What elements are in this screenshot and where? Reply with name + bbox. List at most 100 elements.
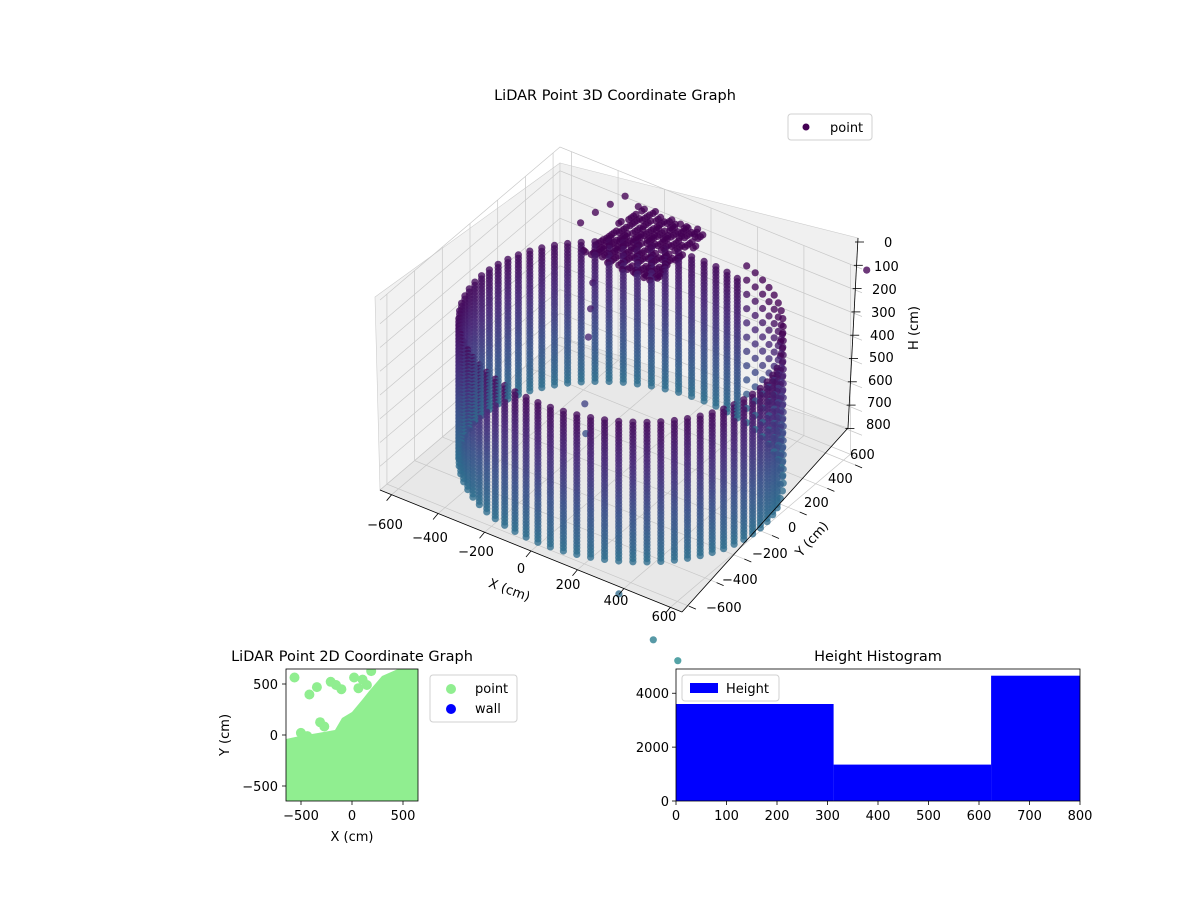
point-3d (696, 552, 704, 560)
y-tick-label: −600 (706, 601, 742, 616)
point-3d (863, 266, 871, 274)
chart-2d-legend: point wall (429, 674, 518, 723)
y-tick-label: −400 (722, 573, 758, 588)
point-3d (601, 555, 609, 564)
point-3d (534, 538, 542, 546)
y-tick-mark (744, 558, 752, 563)
x-tick-label: 300 (815, 809, 840, 824)
point-3d (740, 535, 748, 544)
x-tick-label: −200 (458, 545, 494, 560)
y-tick-label: 0 (270, 729, 278, 744)
grid-line (379, 289, 863, 443)
chart-3d-title: LiDAR Point 3D Coordinate Graph (494, 88, 736, 104)
point-2d (319, 721, 330, 732)
y-tick-label: 500 (253, 678, 278, 693)
chart-2d-title: LiDAR Point 2D Coordinate Graph (231, 649, 473, 665)
z-axis-label: H (cm) (907, 306, 922, 350)
point-3d (759, 276, 767, 284)
grid-line (379, 146, 863, 301)
point-2d (336, 684, 347, 695)
y-tick-label: −200 (752, 547, 788, 562)
point-3d (694, 234, 702, 242)
x-tick-label: 0 (517, 562, 525, 577)
x-tick-label: −400 (412, 531, 448, 546)
histogram-legend: Height (681, 674, 780, 702)
point-2d (311, 682, 322, 693)
point-3d (688, 392, 696, 400)
legend-label-point: point (830, 121, 863, 136)
histogram-bar (676, 704, 834, 801)
point-3d (743, 333, 751, 341)
point-3d (770, 348, 778, 356)
point-3d (619, 378, 627, 386)
y-tick-label: 0 (788, 521, 796, 536)
legend-box (681, 674, 780, 702)
z-tick-label: 700 (867, 396, 892, 411)
point-3d (647, 382, 656, 390)
x-tick-label: −600 (367, 518, 403, 533)
x-tick-label: 400 (866, 809, 891, 824)
y-tick-mark (854, 464, 863, 469)
x-tick-mark (479, 531, 485, 539)
histogram-bars (676, 675, 1080, 801)
point-3d (522, 533, 530, 541)
chart-3d-legend: point (787, 113, 873, 141)
point-3d (475, 501, 483, 509)
point-3d (689, 244, 697, 252)
point-3d (774, 299, 782, 307)
point-3d (681, 243, 689, 251)
point-3d (743, 347, 751, 355)
z-tick-label: 100 (874, 260, 899, 275)
point-3d (638, 207, 646, 215)
point-3d (577, 219, 585, 227)
point-3d (469, 493, 477, 501)
point-3d (581, 400, 589, 408)
point-3d (573, 550, 581, 559)
y-tick-label: −500 (242, 780, 278, 795)
point-3d (661, 385, 669, 393)
legend-swatch-height (690, 683, 718, 693)
point-3d (577, 378, 585, 386)
y-tick-label: 4000 (636, 687, 669, 702)
point-3d (584, 333, 593, 341)
point-3d (763, 518, 771, 526)
x-tick-mark (572, 569, 578, 577)
point-3d (708, 548, 716, 557)
point-3d (751, 269, 759, 277)
point-3d (674, 657, 682, 665)
point-2d (349, 672, 360, 683)
point-3d (598, 253, 607, 261)
z-tick-label: 500 (869, 351, 894, 366)
point-3d (712, 402, 720, 410)
legend-box (787, 113, 873, 141)
point-3d (759, 361, 767, 370)
point-3d (779, 322, 787, 331)
legend-marker-point (802, 123, 810, 131)
point-3d (720, 545, 728, 553)
point-3d (778, 487, 787, 495)
y-tick-label: 0 (661, 795, 669, 810)
x-tick-label: 0 (672, 809, 680, 824)
legend-label-wall: wall (475, 702, 501, 717)
x-tick-mark (386, 494, 392, 501)
x-tick-mark (432, 513, 439, 520)
point-3d (743, 276, 751, 284)
point-3d (759, 319, 767, 327)
point-3d (751, 297, 759, 305)
point-3d (770, 320, 778, 328)
point-3d (765, 340, 773, 349)
grid-line (379, 170, 863, 325)
point-3d (615, 557, 623, 565)
point-3d (633, 380, 642, 388)
point-3d (683, 554, 692, 562)
point-3d (649, 636, 657, 644)
point-3d (759, 347, 767, 355)
point-3d (526, 387, 534, 395)
point-3d (759, 290, 767, 298)
point-3d (770, 291, 778, 299)
point-3d (765, 355, 773, 363)
point-3d (743, 376, 751, 384)
point-3d (765, 326, 773, 334)
